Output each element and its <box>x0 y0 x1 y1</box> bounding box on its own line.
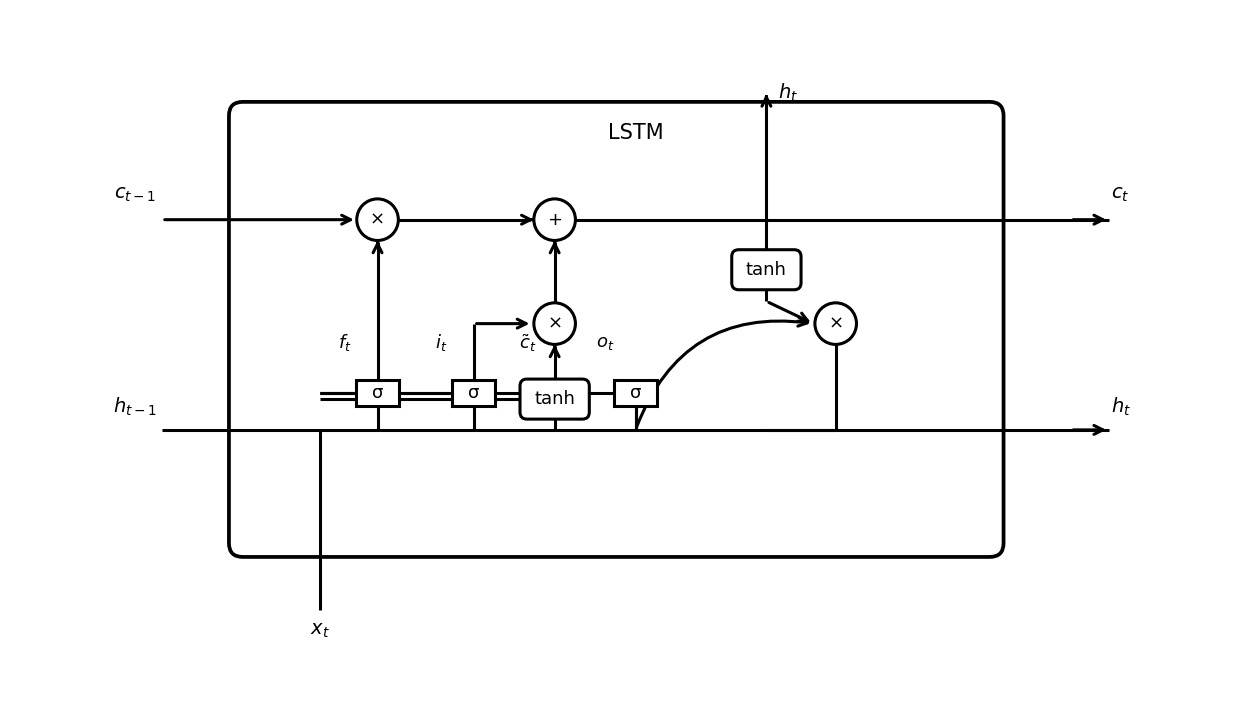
Text: LSTM: LSTM <box>608 123 663 142</box>
Text: $o_t$: $o_t$ <box>595 334 614 352</box>
FancyBboxPatch shape <box>614 380 657 406</box>
Circle shape <box>534 199 575 241</box>
FancyBboxPatch shape <box>229 102 1003 557</box>
FancyBboxPatch shape <box>453 380 495 406</box>
Text: $f_t$: $f_t$ <box>337 332 351 353</box>
Text: ×: × <box>547 315 562 333</box>
Circle shape <box>534 303 575 345</box>
Circle shape <box>357 199 398 241</box>
Text: $h_t$: $h_t$ <box>777 81 799 104</box>
Text: σ: σ <box>630 384 641 402</box>
Text: $c_t$: $c_t$ <box>1111 185 1130 204</box>
Text: σ: σ <box>372 384 383 402</box>
Circle shape <box>815 303 857 345</box>
FancyBboxPatch shape <box>520 379 589 419</box>
Text: $h_t$: $h_t$ <box>1111 395 1131 417</box>
Text: $\~{c}_t$: $\~{c}_t$ <box>520 332 537 353</box>
Text: ×: × <box>370 211 386 229</box>
Text: σ: σ <box>469 384 480 402</box>
Text: $h_{t-1}$: $h_{t-1}$ <box>113 395 156 417</box>
Text: $x_t$: $x_t$ <box>310 621 330 640</box>
FancyBboxPatch shape <box>732 249 801 290</box>
Text: tanh: tanh <box>534 390 575 408</box>
Text: ×: × <box>828 315 843 333</box>
Text: $i_t$: $i_t$ <box>435 332 448 353</box>
Text: +: + <box>547 211 562 229</box>
FancyBboxPatch shape <box>356 380 399 406</box>
Text: tanh: tanh <box>746 261 787 278</box>
Text: $c_{t-1}$: $c_{t-1}$ <box>114 185 156 204</box>
